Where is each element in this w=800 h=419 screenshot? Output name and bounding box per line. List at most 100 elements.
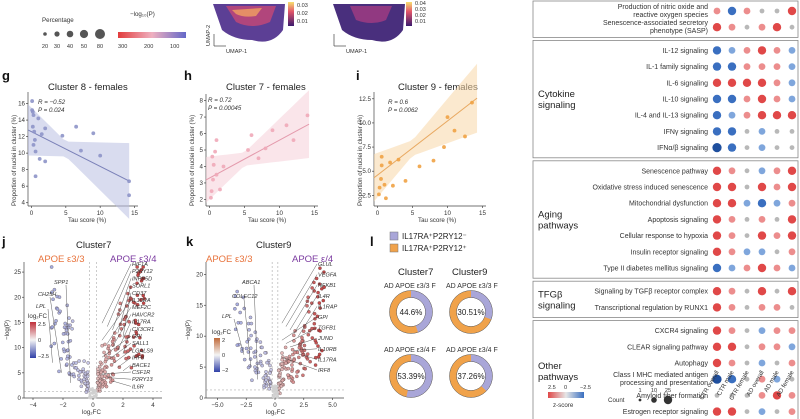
pathway-dot bbox=[712, 303, 722, 312]
panel-g-r: R = −0.52 bbox=[38, 99, 66, 106]
pathway-row-label: Senescence pathway bbox=[641, 168, 708, 175]
scatterI-point bbox=[379, 177, 383, 181]
scatterH-point bbox=[211, 162, 216, 167]
scatterH-xtick: 0 bbox=[208, 210, 212, 217]
pathway-dot bbox=[772, 391, 782, 400]
scatterG-ytick: 4 bbox=[22, 200, 26, 207]
volcK-ns-point bbox=[271, 385, 275, 389]
volcK-gene-point bbox=[322, 270, 326, 274]
volcK-gene-point bbox=[245, 340, 249, 344]
scatterH-point bbox=[284, 123, 289, 128]
scatterG-point bbox=[30, 109, 35, 114]
volcJ-gene-point bbox=[66, 325, 71, 330]
pathway-dot bbox=[787, 166, 797, 175]
volcK-gene-point bbox=[317, 282, 322, 286]
pathway-row-label: IL-1 family signaling bbox=[646, 64, 708, 71]
donut-2-inner-edge bbox=[396, 361, 426, 391]
volcK-leader bbox=[281, 316, 318, 341]
volcJ-gene-point bbox=[97, 364, 102, 369]
pathway-dot bbox=[774, 409, 780, 414]
volcJ-gene-point bbox=[140, 354, 145, 358]
volcJ-gene-point bbox=[134, 332, 139, 336]
pathway-group-name-1: signaling bbox=[538, 100, 576, 111]
pathway-dot bbox=[773, 79, 781, 87]
volcJ-leader bbox=[107, 343, 132, 361]
panel-j-legend-tick-1: 0 bbox=[38, 338, 41, 344]
pathway-dot bbox=[758, 167, 766, 175]
volcK-gene-point bbox=[297, 355, 301, 360]
pathway-dot bbox=[758, 216, 766, 223]
volcJ-gene-point bbox=[110, 339, 115, 344]
scatterH-point bbox=[249, 133, 254, 138]
volcJ-gene-point bbox=[136, 322, 141, 327]
logp-title: −log₁₀(P) bbox=[130, 11, 155, 18]
pathway-row-label: Amyloid fiber formation bbox=[636, 393, 708, 400]
pathway-dot bbox=[743, 248, 751, 256]
volcK-gene-point bbox=[299, 348, 304, 353]
volcJ-ytick: 25 bbox=[14, 269, 21, 276]
volcJ-leader bbox=[122, 364, 132, 371]
volcK-gene-point bbox=[316, 290, 320, 295]
pathway-dot bbox=[757, 199, 767, 208]
pathway-dot bbox=[757, 231, 767, 240]
panel-h-title: Cluster 7 - females bbox=[226, 82, 306, 93]
volcK-xtick: −5.0 bbox=[211, 402, 224, 409]
volcK-gene-label-right: IL4R bbox=[318, 294, 330, 300]
scatterI-ytick: 2.5 bbox=[362, 192, 371, 199]
scatterG-point bbox=[74, 124, 79, 129]
scatterG-point bbox=[127, 179, 131, 184]
scatterH-point bbox=[246, 148, 250, 152]
pathway-row-label: Senescence-associated secretory bbox=[603, 20, 709, 27]
volcJ-leader bbox=[112, 380, 132, 387]
scatterG-ytick: 6 bbox=[22, 183, 26, 190]
volcJ-gene-point bbox=[102, 374, 107, 378]
pathway-row-label: phenotype (SASP) bbox=[650, 28, 708, 35]
pathway-dot bbox=[712, 127, 722, 136]
pathway-dot bbox=[744, 393, 750, 398]
volcJ-gene-point bbox=[71, 372, 76, 376]
scatterH-point bbox=[263, 146, 268, 151]
scatterI-ytick: 5.0 bbox=[362, 168, 371, 175]
pathway-dot bbox=[773, 327, 781, 334]
volcK-gene-point bbox=[241, 295, 246, 300]
volcK-gene-point bbox=[301, 373, 305, 378]
volcK-leader bbox=[285, 327, 318, 344]
volcJ-leader bbox=[49, 296, 62, 373]
volcK-ns-point bbox=[275, 385, 279, 388]
volcJ-gene-point bbox=[112, 359, 117, 363]
pathway-dot bbox=[789, 145, 795, 151]
volcK-leader bbox=[285, 274, 318, 327]
scatterH-point bbox=[221, 164, 226, 169]
donut-3-purple bbox=[449, 354, 493, 398]
volcK-gene-point bbox=[246, 365, 251, 370]
pathway-dot bbox=[774, 129, 780, 134]
volcK-gene-point bbox=[261, 376, 266, 380]
volcJ-gene-point bbox=[99, 370, 103, 375]
volcJ-leader bbox=[65, 284, 71, 383]
donut-value-1: 30.51% bbox=[457, 308, 484, 317]
donut-row-label-1b: AD APOE ε3/4 F bbox=[446, 347, 498, 354]
donut-row-label-0a: AD APOE ε3/3 F bbox=[384, 283, 436, 290]
volcJ-gene-label-right: LGALS9 bbox=[132, 348, 153, 354]
pathway-dot bbox=[758, 23, 766, 31]
pct-value-0: 20 bbox=[42, 44, 48, 50]
volcJ-ytick: 20 bbox=[14, 294, 21, 301]
volcK-gene-point bbox=[253, 365, 257, 369]
pathway-dot bbox=[743, 7, 751, 15]
volcJ-ns-point bbox=[94, 393, 98, 397]
volcK-gene-point bbox=[266, 376, 271, 380]
volcJ-gene-label-left: SPP1 bbox=[54, 280, 68, 286]
volcK-gene-point bbox=[239, 321, 243, 325]
volcK-gene-point bbox=[250, 378, 254, 383]
volcK-leader bbox=[281, 263, 318, 324]
zscore-colorbar bbox=[548, 392, 584, 398]
volcK-gene-point bbox=[292, 339, 296, 343]
pathway-dot bbox=[712, 62, 722, 71]
volcJ-gene-point bbox=[111, 356, 116, 360]
volcJ-leader bbox=[117, 321, 132, 351]
pathway-dot bbox=[757, 263, 767, 273]
volcJ-gene-point bbox=[67, 371, 71, 375]
pathway-dot bbox=[712, 111, 722, 120]
pathway-dot bbox=[727, 127, 737, 136]
donut-value-0: 44.6% bbox=[400, 308, 423, 317]
